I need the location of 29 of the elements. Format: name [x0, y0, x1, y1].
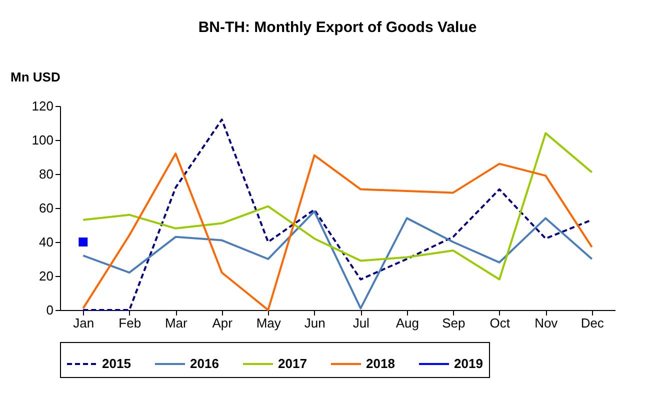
x-tick-label: Feb [118, 316, 142, 330]
x-tick-label: Dec [580, 316, 604, 330]
y-axis-title: Mn USD [10, 70, 60, 84]
x-tick-label: Nov [534, 316, 558, 330]
legend-label: 2015 [102, 356, 131, 371]
x-tick-label: Mar [164, 316, 188, 330]
x-tick-label: Jan [73, 316, 94, 330]
legend-label: 2019 [454, 356, 483, 371]
chart-title: BN-TH: Monthly Export of Goods Value [198, 19, 477, 36]
line-series [82, 152, 593, 311]
line-series [82, 210, 593, 310]
y-tick-label: 60 [39, 200, 54, 216]
x-tick-label: May [256, 316, 282, 330]
legend-label: 2017 [278, 356, 307, 371]
x-tick-label: Apr [212, 316, 234, 330]
x-tick-label: Jul [352, 316, 370, 330]
y-tick-label: 80 [39, 166, 54, 182]
y-tick-label: 100 [32, 132, 54, 148]
y-tick-label: 40 [39, 234, 54, 250]
legend-label: 2016 [190, 356, 219, 371]
x-tick-label: Sep [442, 316, 466, 330]
legend-label: 2018 [366, 356, 395, 371]
y-tick-label: 20 [39, 268, 54, 284]
y-tick-label: 120 [32, 98, 54, 114]
y-tick-label: 0 [46, 302, 54, 318]
x-tick-label: Oct [490, 316, 510, 330]
x-tick-label: Jun [304, 316, 326, 330]
x-tick-label: Aug [396, 316, 419, 330]
line-series [82, 132, 593, 280]
